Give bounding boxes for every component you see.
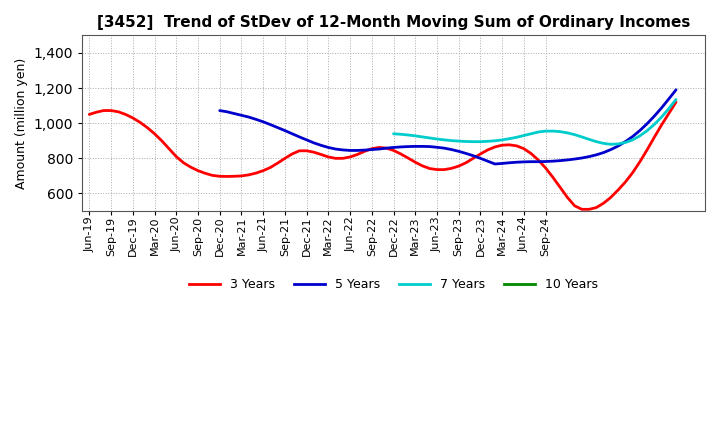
Legend: 3 Years, 5 Years, 7 Years, 10 Years: 3 Years, 5 Years, 7 Years, 10 Years xyxy=(184,273,603,296)
Title: [3452]  Trend of StDev of 12-Month Moving Sum of Ordinary Incomes: [3452] Trend of StDev of 12-Month Moving… xyxy=(97,15,690,30)
Y-axis label: Amount (million yen): Amount (million yen) xyxy=(15,58,28,189)
